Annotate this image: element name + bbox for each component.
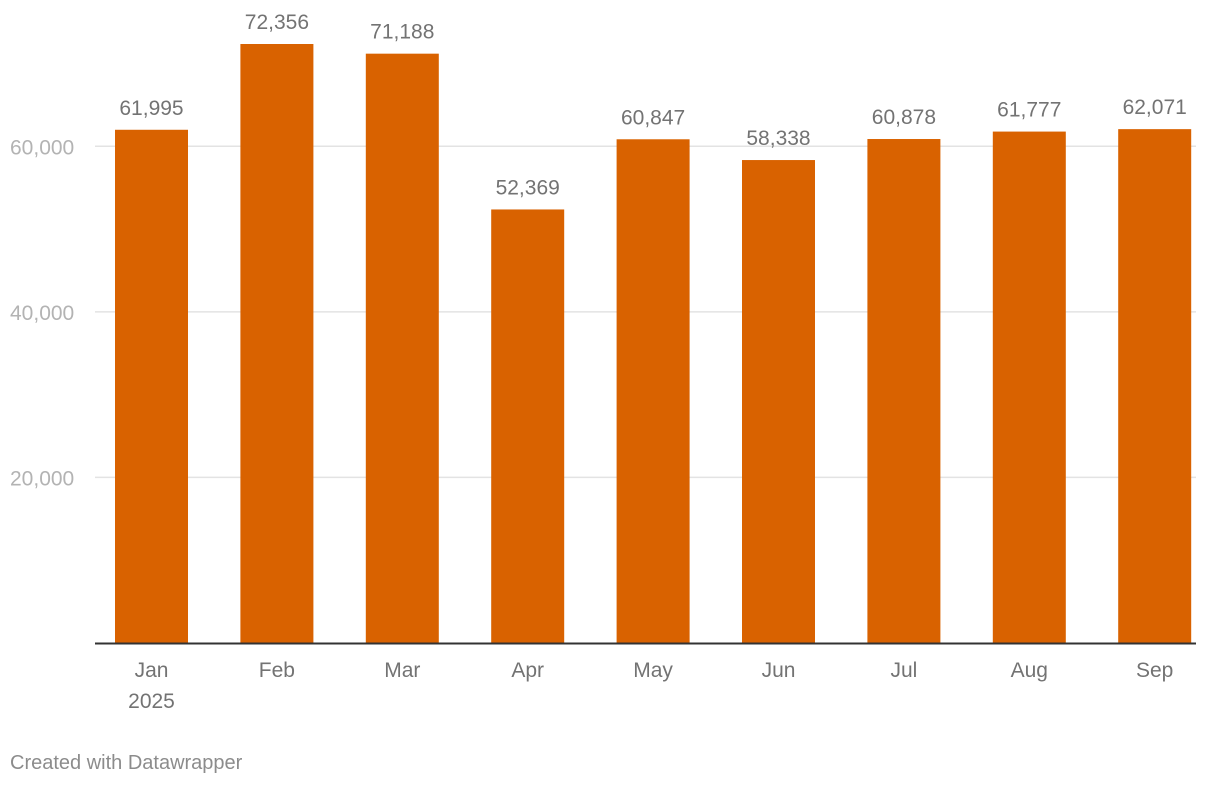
y-tick-label: 20,000 <box>10 467 74 490</box>
bar-jul <box>867 139 941 643</box>
bar-feb <box>240 44 314 643</box>
x-tick-label: May <box>633 659 673 682</box>
value-label: 60,847 <box>621 106 685 129</box>
bar-aug <box>992 131 1066 643</box>
x-tick-sublabel: 2025 <box>128 690 175 713</box>
bar-apr <box>491 209 565 643</box>
value-label: 60,878 <box>872 106 936 129</box>
value-label: 52,369 <box>496 176 560 199</box>
value-label: 72,356 <box>245 11 309 34</box>
bar-jun <box>742 160 815 644</box>
value-label: 62,071 <box>1123 96 1187 119</box>
x-tick-labels: Jan 2025 Feb Mar Apr May Jun Jul Aug Sep <box>128 659 1173 713</box>
y-tick-label: 40,000 <box>10 302 74 325</box>
value-label: 61,995 <box>119 97 183 120</box>
x-tick-label: Jun <box>762 659 796 682</box>
value-label: 61,777 <box>997 99 1061 122</box>
x-tick-label: Jul <box>890 659 917 682</box>
value-label: 71,188 <box>370 21 434 44</box>
credit-text: Created with Datawrapper <box>10 752 243 774</box>
bars: 61,995 72,356 71,188 52,369 60,847 58,338 60,8… <box>115 11 1192 644</box>
bar-may <box>616 139 690 643</box>
x-tick-label: Aug <box>1011 659 1048 682</box>
bar-chart: 20,000 40,000 60,000 61,995 72,356 71,188 52,… <box>10 11 1196 713</box>
x-tick-label: Sep <box>1136 659 1173 682</box>
bar-jan <box>115 129 188 643</box>
value-label: 58,338 <box>746 127 810 150</box>
x-tick-label: Feb <box>259 659 295 682</box>
y-tick-label: 60,000 <box>10 136 74 159</box>
x-tick-label: Jan <box>135 659 169 682</box>
bar-mar <box>365 53 439 643</box>
x-tick-label: Mar <box>384 659 420 682</box>
x-tick-label: Apr <box>511 659 544 682</box>
bar-sep <box>1118 129 1192 643</box>
